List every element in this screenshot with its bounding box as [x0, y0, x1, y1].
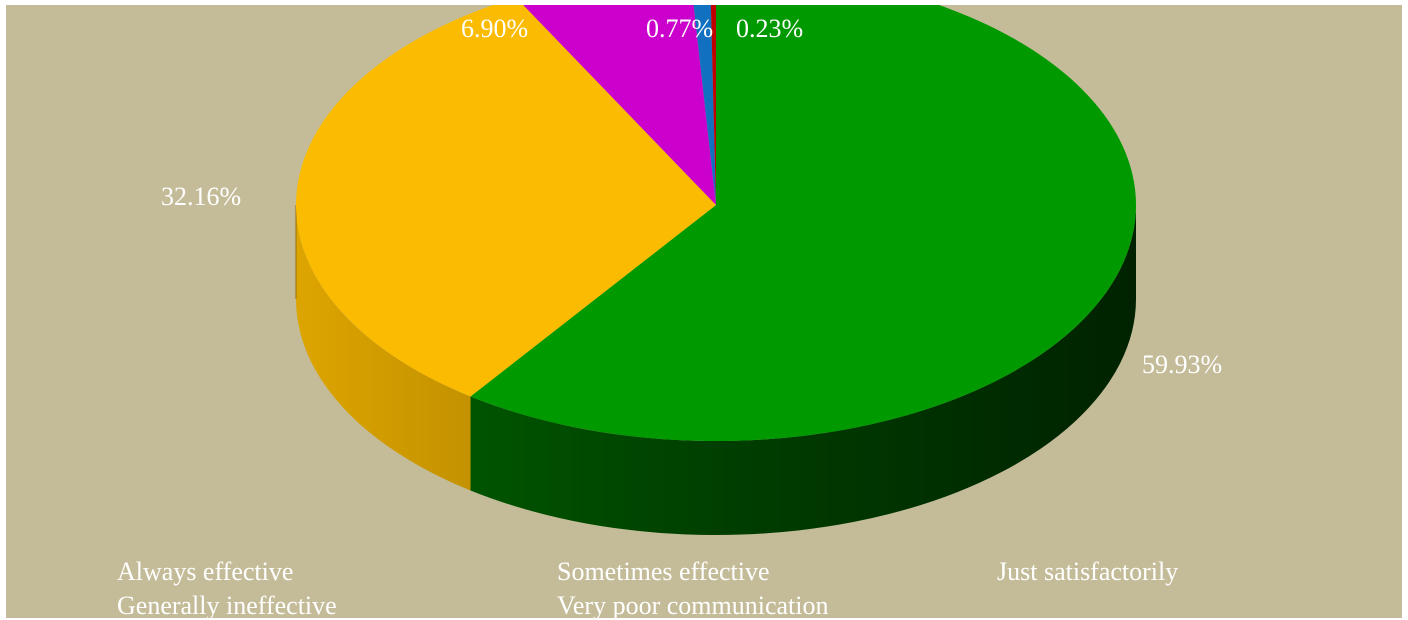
data-label-sometimes-effective: 32.16% [161, 182, 241, 211]
pie-slice-sometimes-effective [296, 5, 716, 397]
pie-slice-generally-ineffective [693, 5, 716, 205]
pie-tops [296, 5, 1136, 441]
pie-sides [295, 205, 1137, 536]
legend-item-generally-ineffective: Generally ineffective [117, 591, 337, 618]
legend-item-sometimes-effective: Sometimes effective [557, 557, 770, 586]
pie-slice-always-effective [470, 5, 1136, 441]
pie-slice-just-satisfactorily [523, 5, 716, 205]
data-labels: 59.93% 32.16% 6.90% 0.77% 0.23% [161, 14, 1222, 379]
pie-slice-very-poor-communication [710, 5, 716, 205]
pie-side-sometimes-effective [296, 205, 471, 491]
data-label-generally-ineffective: 0.77% [646, 14, 713, 43]
pie-side-always-effective [470, 205, 1137, 536]
data-label-just-satisfactorily: 6.90% [461, 14, 528, 43]
legend-item-just-satisfactorily: Just satisfactorily [997, 557, 1178, 586]
data-label-very-poor-communication: 0.23% [736, 14, 803, 43]
pie-chart: 59.93% 32.16% 6.90% 0.77% 0.23% Always effec… [117, 5, 1222, 618]
legend: Always effective Sometimes effective Just … [117, 557, 1178, 618]
legend-item-very-poor-communication: Very poor communication [557, 591, 829, 618]
chart-area: 59.93% 32.16% 6.90% 0.77% 0.23% Always effec… [6, 5, 1402, 618]
data-label-always-effective: 59.93% [1142, 350, 1222, 379]
legend-item-always-effective: Always effective [117, 557, 293, 586]
